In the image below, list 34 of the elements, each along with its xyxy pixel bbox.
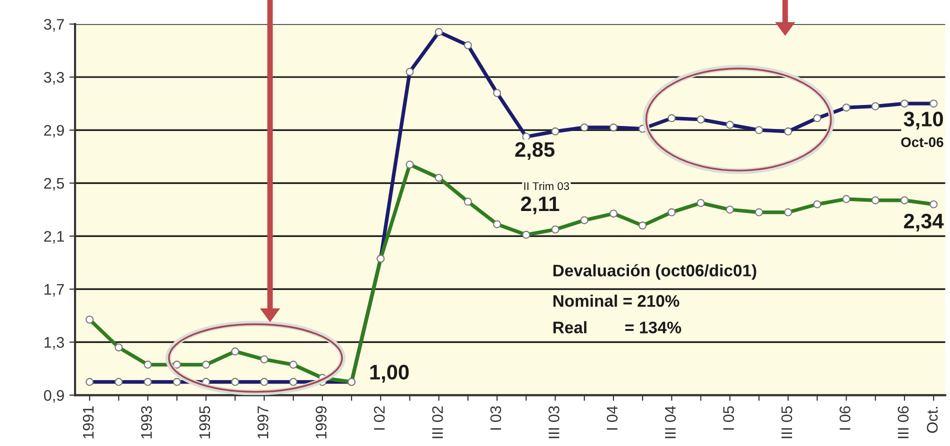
x-tick-label: III 05 bbox=[781, 406, 792, 438]
x-tick-label: III 02 bbox=[432, 406, 443, 438]
x-tick-label: 1999 bbox=[316, 406, 327, 438]
annotation: 3,10 bbox=[904, 112, 943, 130]
x-tick-label: III 06 bbox=[898, 406, 909, 438]
y-tick-label: 3,7 bbox=[44, 18, 64, 32]
x-tick-label: I 04 bbox=[606, 406, 618, 430]
x-tick-label: I 06 bbox=[840, 406, 850, 430]
annotation: 2,11 bbox=[521, 196, 560, 214]
x-tick-label: Oct. bbox=[926, 406, 938, 433]
y-tick-label: 1,3 bbox=[44, 337, 64, 350]
x-tick-label: III 03 bbox=[548, 406, 560, 438]
annotation: Oct-06 bbox=[901, 137, 944, 148]
x-tick-label: 1997 bbox=[258, 406, 268, 438]
annotation: Real = 134% bbox=[553, 321, 682, 334]
x-tick-label: I 05 bbox=[723, 406, 734, 430]
y-tick-label: 0,9 bbox=[44, 390, 64, 403]
annotation: 2,85 bbox=[515, 142, 554, 160]
x-tick-label: III 04 bbox=[664, 406, 676, 438]
y-tick-label: 1,7 bbox=[44, 284, 64, 297]
annotation: Devaluación (oct06/dic01) bbox=[553, 264, 756, 280]
x-tick-label: 1995 bbox=[199, 406, 210, 438]
annotation: 2,34 bbox=[904, 214, 944, 232]
x-tick-label: 1991 bbox=[82, 406, 94, 438]
x-tick-label: I 02 bbox=[374, 406, 385, 430]
x-tick-label: I 03 bbox=[490, 406, 502, 430]
y-tick-label: 3,3 bbox=[44, 72, 64, 85]
annotation: Nominal = 210% bbox=[553, 294, 680, 307]
y-tick-label: 2,5 bbox=[44, 178, 64, 191]
annotation: 1,00 bbox=[370, 364, 409, 383]
annotation: II Trim 03 bbox=[524, 182, 570, 190]
x-tick-label: 1993 bbox=[141, 406, 152, 438]
y-tick-label: 2,1 bbox=[44, 230, 64, 244]
y-tick-label: 2,9 bbox=[44, 124, 64, 138]
